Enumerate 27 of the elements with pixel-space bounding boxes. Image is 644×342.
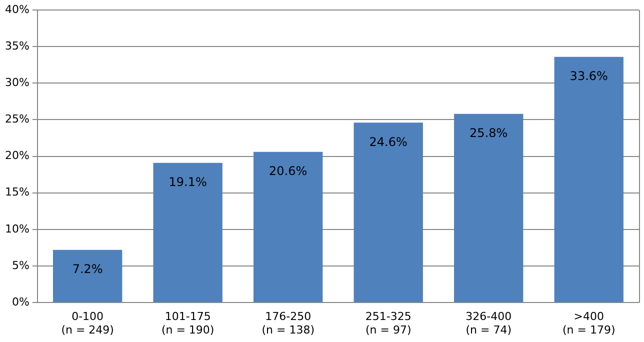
y-tick-label: 25% xyxy=(4,112,30,126)
data-label: 7.2% xyxy=(72,262,103,276)
bar xyxy=(52,250,122,302)
y-tick-label: 30% xyxy=(4,76,30,90)
data-label: 19.1% xyxy=(168,175,207,190)
y-tick-label: 0% xyxy=(12,295,30,308)
data-label: 20.6% xyxy=(269,164,308,178)
y-tick-label: 5% xyxy=(12,258,30,272)
x-tick-label: 0-100 (n = 249) xyxy=(61,310,114,336)
x-tick-label: >400 (n = 179) xyxy=(562,310,616,336)
bar xyxy=(454,114,524,302)
y-tick-label: 15% xyxy=(4,186,30,199)
x-tick-label: 101-175 (n = 190) xyxy=(161,310,214,336)
bar xyxy=(554,56,624,302)
y-tick-label: 20% xyxy=(4,149,30,162)
y-tick-label: 35% xyxy=(4,39,30,52)
bar xyxy=(254,152,323,302)
x-tick-label: 326-400 (n = 74) xyxy=(466,310,512,336)
data-label: 25.8% xyxy=(470,126,508,140)
y-tick-label: 40% xyxy=(4,2,30,16)
bar xyxy=(354,122,423,302)
bar xyxy=(153,162,222,302)
data-label: 24.6% xyxy=(369,134,408,149)
y-tick-label: 10% xyxy=(4,222,30,236)
x-tick-label: 176-250 (n = 138) xyxy=(262,310,314,336)
x-tick-label: 251-325 (n = 97) xyxy=(365,310,412,336)
data-label: 33.6% xyxy=(570,68,608,83)
